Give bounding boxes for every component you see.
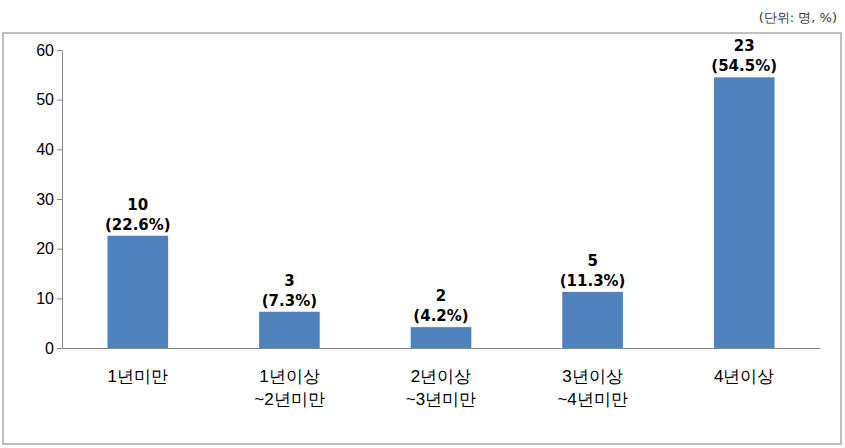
count-label: 10 [127,196,148,214]
y-tick-label: 60 [36,42,54,59]
x-axis-line [63,348,821,349]
y-tick-mark [57,348,62,349]
x-tick-label: 2년이상~3년미만 [406,367,476,409]
chart-svg: (단위: 명, %) 0 10 20 30 40 50 60 1년미만 1년이상~2년미만 2년이상… [0,0,845,448]
x-tick: 1년이상~2년미만 [254,348,324,409]
y-axis: 0 10 20 30 40 50 60 [36,42,62,357]
unit-note: (단위: 명, %) [759,10,837,25]
y-tick: 50 [36,91,62,108]
y-tick-label: 10 [36,290,54,307]
data-label: (54.5%) [711,57,777,75]
x-tick-label: 1년이상~2년미만 [254,367,324,409]
bar [259,312,320,348]
y-tick: 10 [36,290,62,307]
chart-frame [3,33,841,444]
count-label: 2 [436,287,446,305]
y-tick-mark [57,50,62,51]
data-label: (22.6%) [105,216,171,234]
y-tick: 30 [36,191,62,208]
y-tick: 60 [36,42,62,59]
y-tick: 40 [36,141,62,158]
y-axis-line [62,51,63,349]
x-tick: 1년미만 [108,348,168,386]
x-tick-label: 3년이상~4년미만 [557,367,627,409]
data-label: (11.3%) [560,272,626,290]
y-tick-label: 40 [36,141,54,158]
data-labels: (22.6%) 10 (7.3%) 3 (4.2%) 2 (11.3%) 5 (54.5%) 23 [105,37,777,325]
bar [107,236,168,348]
y-tick-label: 30 [36,191,54,208]
x-tick: 4년이상 [714,348,774,386]
x-tick: 3년이상~4년미만 [557,348,627,409]
y-tick-mark [57,298,62,299]
bar [714,77,775,348]
count-label: 23 [734,37,755,55]
y-tick-mark [57,199,62,200]
y-tick-mark [57,149,62,150]
bars [107,77,774,348]
y-tick-label: 20 [36,240,54,257]
plot-area: 0 10 20 30 40 50 60 1년미만 1년이상~2년미만 2년이상~3년미만 3년이상~… [36,37,820,409]
bar [562,292,623,348]
x-tick-label: 1년미만 [108,367,168,386]
y-tick-mark [57,249,62,250]
x-tick: 2년이상~3년미만 [406,348,476,409]
x-tick-label: 4년이상 [714,367,774,386]
y-tick-mark [57,100,62,101]
y-tick: 0 [45,340,62,357]
data-label: (7.3%) [262,292,317,310]
count-label: 3 [284,272,294,290]
y-tick-label: 50 [36,91,54,108]
y-tick-label: 0 [45,340,54,357]
data-label: (4.2%) [413,307,468,325]
bar [411,327,472,348]
y-tick: 20 [36,240,62,257]
x-axis: 1년미만 1년이상~2년미만 2년이상~3년미만 3년이상~4년미만 4년이상 [63,348,821,409]
count-label: 5 [587,252,597,270]
